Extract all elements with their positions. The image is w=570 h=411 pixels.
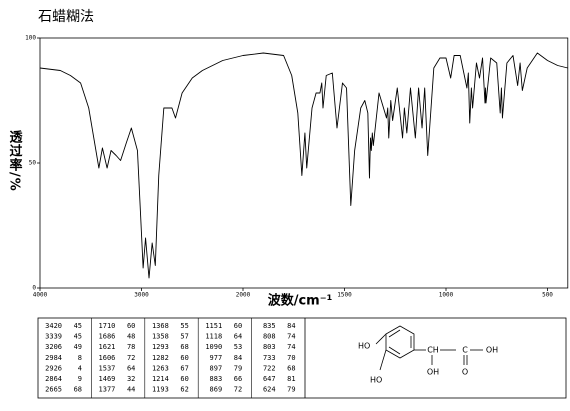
wavenumber-cell: 1710	[99, 322, 116, 330]
chem-label: CH	[427, 346, 439, 355]
transmittance-cell: 68	[180, 343, 188, 351]
wavenumber-cell: 1151	[205, 322, 222, 330]
transmittance-cell: 64	[234, 333, 242, 341]
wavenumber-cell: 1193	[152, 386, 169, 394]
wavenumber-cell: 869	[210, 386, 223, 394]
transmittance-cell: 72	[234, 386, 242, 394]
transmittance-cell: 53	[234, 343, 242, 351]
wavenumber-cell: 1469	[99, 375, 116, 383]
wavenumber-cell: 2984	[45, 354, 62, 362]
ring-bond	[388, 346, 401, 355]
wavenumber-cell: 3420	[45, 322, 62, 330]
transmittance-cell: 67	[180, 364, 188, 372]
wavenumber-cell: 1368	[152, 322, 169, 330]
x-tick-label: 1500	[337, 292, 352, 299]
transmittance-cell: 60	[180, 375, 188, 383]
wavenumber-cell: 1606	[99, 354, 116, 362]
y-tick-label: 50	[29, 160, 37, 167]
wavenumber-cell: 2926	[45, 364, 62, 372]
transmittance-cell: 49	[74, 343, 82, 351]
chem-label: C	[462, 346, 468, 355]
bond	[379, 349, 387, 371]
transmittance-cell: 48	[127, 333, 135, 341]
y-axis-label: 透过率/%	[7, 130, 23, 192]
wavenumber-cell: 1537	[99, 364, 116, 372]
transmittance-cell: 66	[234, 375, 242, 383]
chem-label: HO	[358, 342, 370, 351]
chem-label: O	[462, 368, 468, 377]
transmittance-cell: 60	[234, 322, 242, 330]
transmittance-cell: 84	[287, 322, 295, 330]
wavenumber-cell: 1263	[152, 364, 169, 372]
wavenumber-cell: 1118	[205, 333, 222, 341]
transmittance-cell: 68	[74, 386, 82, 394]
transmittance-cell: 32	[127, 375, 135, 383]
transmittance-cell: 78	[127, 343, 135, 351]
bond	[375, 333, 387, 345]
chem-label: HO	[370, 376, 382, 385]
x-tick-label: 4000	[33, 292, 48, 299]
wavenumber-cell: 2665	[45, 386, 62, 394]
transmittance-cell: 45	[74, 322, 82, 330]
transmittance-cell: 84	[234, 354, 242, 362]
wavenumber-cell: 624	[263, 386, 276, 394]
wavenumber-cell: 733	[263, 354, 276, 362]
transmittance-cell: 74	[287, 343, 295, 351]
transmittance-cell: 9	[78, 375, 82, 383]
wavenumber-cell: 977	[210, 354, 223, 362]
chem-label: OH	[427, 368, 439, 377]
wavenumber-cell: 1686	[99, 333, 116, 341]
x-tick-label: 500	[542, 292, 553, 299]
transmittance-cell: 45	[74, 333, 82, 341]
table-frame	[37, 317, 567, 399]
wavenumber-cell: 1293	[152, 343, 169, 351]
wavenumber-cell: 1214	[152, 375, 169, 383]
chart-title: 石蜡糊法	[38, 9, 94, 25]
transmittance-cell: 60	[180, 354, 188, 362]
transmittance-cell: 81	[287, 375, 295, 383]
wavenumber-cell: 1358	[152, 333, 169, 341]
x-axis-label: 波数/cm⁻¹	[268, 293, 333, 309]
transmittance-cell: 70	[287, 354, 295, 362]
chem-label: OH	[486, 346, 498, 355]
y-tick-label: 0	[32, 285, 36, 292]
transmittance-cell: 74	[287, 333, 295, 341]
transmittance-cell: 44	[127, 386, 135, 394]
chemical-structure	[375, 325, 483, 371]
wavenumber-cell: 1621	[99, 343, 116, 351]
y-tick-label: 100	[25, 35, 36, 42]
transmittance-cell: 4	[78, 364, 82, 372]
transmittance-cell: 79	[287, 386, 295, 394]
wavenumber-cell: 722	[263, 364, 276, 372]
wavenumber-cell: 835	[263, 322, 276, 330]
x-tick-label: 3000	[134, 292, 149, 299]
wavenumber-cell: 897	[210, 364, 223, 372]
peak-table: 3420 45 3339 45 3206 49 2984 8 2926 4 2864 9 2665 68 1…	[37, 317, 567, 399]
wavenumber-cell: 2864	[45, 375, 62, 383]
transmittance-cell: 8	[78, 354, 82, 362]
transmittance-cell: 57	[180, 333, 188, 341]
x-tick-label: 1000	[439, 292, 454, 299]
wavenumber-cell: 803	[263, 343, 276, 351]
ring-bond	[388, 329, 401, 338]
wavenumber-cell: 647	[263, 375, 276, 383]
transmittance-cell: 60	[127, 322, 135, 330]
transmittance-cell: 62	[180, 386, 188, 394]
benzene-ring	[385, 325, 415, 359]
transmittance-cell: 55	[180, 322, 188, 330]
wavenumber-cell: 1377	[99, 386, 116, 394]
transmittance-cell: 64	[127, 364, 135, 372]
spectrum-line	[39, 52, 568, 279]
x-tick-label: 2000	[236, 292, 251, 299]
wavenumber-cell: 3339	[45, 333, 62, 341]
transmittance-cell: 68	[287, 364, 295, 372]
wavenumber-cell: 1090	[205, 343, 222, 351]
wavenumber-cell: 883	[210, 375, 223, 383]
wavenumber-cell: 3206	[45, 343, 62, 351]
transmittance-cell: 72	[127, 354, 135, 362]
wavenumber-cell: 1282	[152, 354, 169, 362]
transmittance-cell: 79	[234, 364, 242, 372]
wavenumber-cell: 808	[263, 333, 276, 341]
